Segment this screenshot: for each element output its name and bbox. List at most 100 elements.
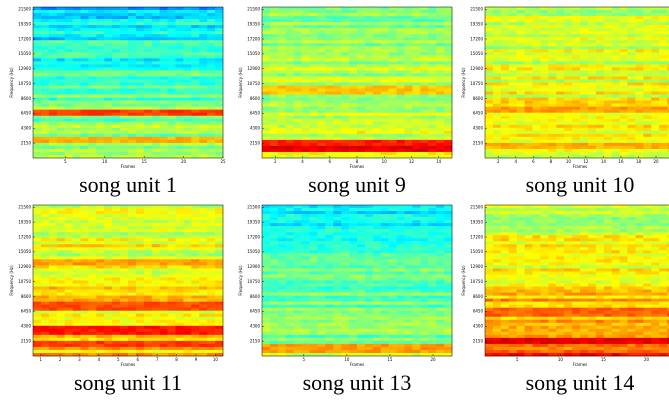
pixel	[49, 134, 57, 137]
pixel	[57, 299, 65, 302]
y-tick-label: 4300	[250, 126, 261, 131]
pixel	[493, 25, 501, 28]
pixel	[160, 320, 168, 323]
pixel	[548, 116, 556, 119]
pixel	[41, 287, 49, 290]
pixel	[144, 265, 152, 268]
pixel	[104, 125, 112, 128]
pixel	[580, 40, 588, 43]
pixel	[168, 10, 176, 13]
pixel	[112, 299, 120, 302]
pixel	[191, 140, 199, 143]
pixel	[33, 73, 41, 76]
pixel	[278, 13, 286, 16]
pixel	[65, 70, 73, 73]
pixel	[628, 95, 636, 98]
pixel	[33, 137, 41, 140]
pixel	[88, 317, 96, 320]
pixel	[199, 323, 207, 326]
pixel	[88, 43, 96, 46]
pixel	[49, 347, 57, 350]
pixel	[620, 104, 628, 107]
pixel	[199, 332, 207, 335]
pixel	[517, 122, 525, 125]
pixel	[120, 22, 128, 25]
pixel	[199, 241, 207, 244]
pixel	[191, 244, 199, 247]
pixel	[81, 305, 89, 308]
pixel	[270, 92, 278, 95]
pixel	[144, 214, 152, 217]
y-tick-label: 12900	[18, 264, 31, 269]
pixel	[120, 262, 128, 265]
pixel	[199, 211, 207, 214]
pixel	[501, 52, 509, 55]
pixel	[556, 107, 564, 110]
pixel	[485, 119, 493, 122]
pixel	[341, 40, 349, 43]
pixel	[405, 70, 413, 73]
pixel	[325, 125, 333, 128]
pixel	[191, 256, 199, 259]
pixel	[436, 73, 444, 76]
pixel	[152, 211, 160, 214]
pixel	[120, 146, 128, 149]
y-tick-label: 21500	[18, 7, 31, 12]
pixel	[41, 95, 49, 98]
pixel	[136, 241, 144, 244]
pixel	[325, 61, 333, 64]
pixel	[341, 116, 349, 119]
pixel	[112, 7, 120, 10]
pixel	[96, 296, 104, 299]
pixel	[294, 95, 302, 98]
pixel	[643, 73, 651, 76]
pixel	[389, 10, 397, 13]
pixel	[57, 250, 65, 253]
pixel	[509, 31, 517, 34]
pixel	[183, 67, 191, 70]
pixel	[57, 89, 65, 92]
pixel	[41, 259, 49, 262]
pixel	[112, 265, 120, 268]
pixel	[349, 98, 357, 101]
pixel	[635, 37, 643, 40]
pixel	[436, 110, 444, 113]
pixel	[540, 22, 548, 25]
pixel	[81, 229, 89, 232]
pixel	[136, 25, 144, 28]
pixel	[96, 302, 104, 305]
pixel	[596, 131, 604, 134]
pixel	[373, 70, 381, 73]
pixel	[49, 101, 57, 104]
pixel	[596, 25, 604, 28]
pixel	[635, 31, 643, 34]
pixel	[136, 314, 144, 317]
pixel	[120, 25, 128, 28]
pixel	[128, 259, 136, 262]
pixel	[572, 34, 580, 37]
pixel	[580, 143, 588, 146]
pixel	[643, 113, 651, 116]
pixel	[49, 76, 57, 79]
pixel	[96, 19, 104, 22]
pixel	[604, 128, 612, 131]
pixel	[183, 314, 191, 317]
pixel	[104, 64, 112, 67]
pixel	[651, 143, 659, 146]
pixel	[33, 323, 41, 326]
pixel	[136, 28, 144, 31]
pixel	[620, 28, 628, 31]
pixel	[262, 55, 270, 58]
pixel	[49, 290, 57, 293]
pixel	[533, 92, 541, 95]
pixel	[144, 238, 152, 241]
pixel	[333, 131, 341, 134]
pixel	[444, 64, 452, 67]
pixel	[120, 302, 128, 305]
pixel	[485, 95, 493, 98]
pixel	[397, 92, 405, 95]
pixel	[317, 149, 325, 152]
pixel	[397, 31, 405, 34]
pixel	[191, 7, 199, 10]
pixel	[278, 73, 286, 76]
